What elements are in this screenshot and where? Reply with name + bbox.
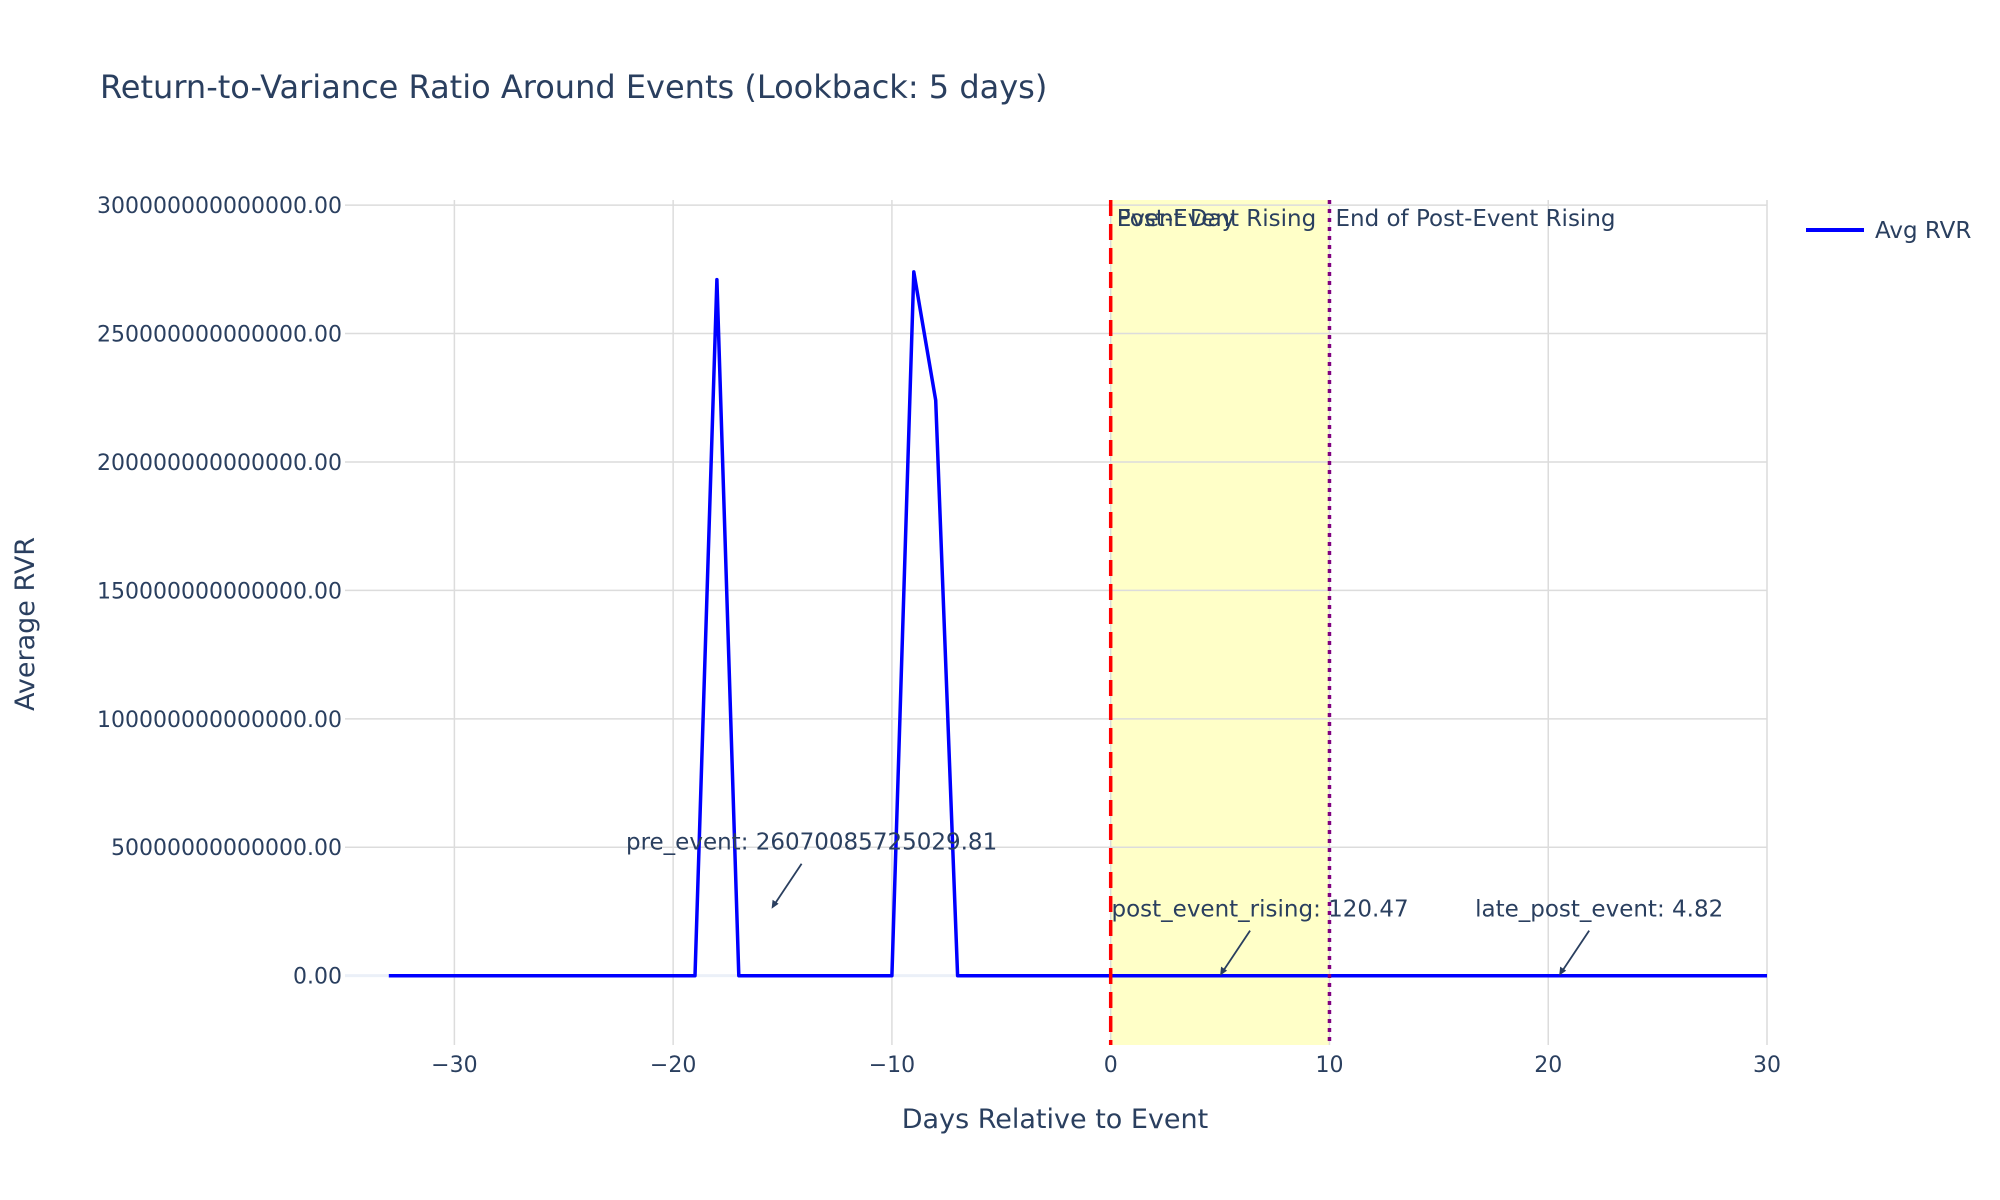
y-tick-label: 250000000000000.00 xyxy=(97,323,342,348)
y-tick-label: 150000000000000.00 xyxy=(97,579,342,604)
x-axis-title: Days Relative to Event xyxy=(902,1104,1208,1135)
y-tick-label: 200000000000000.00 xyxy=(97,451,342,476)
x-tick-label: 20 xyxy=(1534,1053,1562,1078)
y-tick-label: 50000000000000.00 xyxy=(111,836,342,861)
annotation-arrow xyxy=(772,863,803,907)
y-tick-label: 0.00 xyxy=(293,965,342,990)
x-tick-label: −10 xyxy=(869,1053,915,1078)
event-day-label: Event Day xyxy=(1117,206,1236,232)
x-tick-label: −20 xyxy=(650,1053,696,1078)
legend-label-avg-rvr: Avg RVR xyxy=(1875,218,1971,244)
shaded-region xyxy=(1110,200,1330,1045)
x-tick-label: 0 xyxy=(1104,1053,1118,1078)
x-tick-label: 30 xyxy=(1753,1053,1781,1078)
annotation-label: post_event_rising: 120.47 xyxy=(1112,897,1409,923)
x-tick-label: −30 xyxy=(431,1053,477,1078)
annotation-arrowhead xyxy=(1220,966,1228,976)
x-tick-label: 10 xyxy=(1315,1053,1343,1078)
y-tick-label: 300000000000000.00 xyxy=(97,194,342,219)
end-post-event-label: End of Post-Event Rising xyxy=(1335,206,1615,232)
annotation-arrow xyxy=(1560,930,1590,974)
series-line-avg-rvr xyxy=(388,270,1767,978)
legend: Avg RVR xyxy=(1806,218,1971,244)
plot-area: −30 −20 −10 0 10 20 30 0.00 50000000000000.00 100… xyxy=(97,194,1781,1078)
y-axis-title: Average RVR xyxy=(10,537,41,711)
y-tick-label: 100000000000000.00 xyxy=(97,708,342,733)
post-event-rising-label: Post-Event Rising xyxy=(1117,206,1317,232)
annotation-arrowhead xyxy=(1559,966,1567,976)
annotation-label: pre_event: 26070085725029.81 xyxy=(626,830,997,856)
annotation-label: late_post_event: 4.82 xyxy=(1475,897,1723,923)
annotation-arrow xyxy=(1221,930,1251,974)
chart-title: Return-to-Variance Ratio Around Events (… xyxy=(100,68,1047,106)
annotation-arrowhead xyxy=(771,899,779,909)
